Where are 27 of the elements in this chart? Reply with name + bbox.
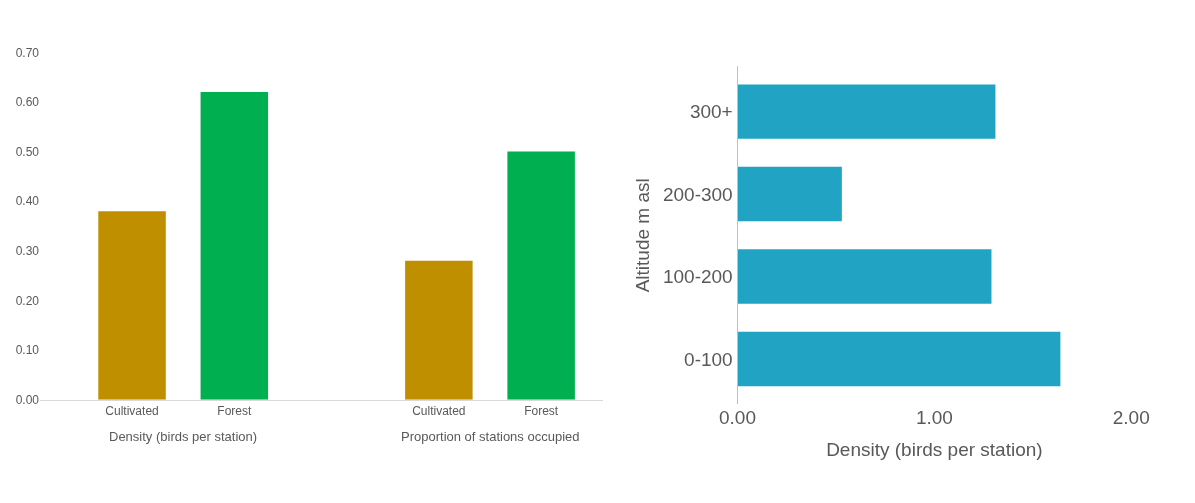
y-tick-label: 300+ (689, 101, 733, 123)
x-tick-label: 0.00 (719, 407, 756, 429)
x-tick-label: Cultivated (412, 404, 466, 419)
bar (737, 166, 842, 222)
text: Density (birds per station) (109, 429, 258, 444)
y-tick-label: 0.70 (15, 45, 40, 60)
y-tick-label: 0.30 (15, 244, 40, 259)
bar (737, 331, 1061, 387)
x-tick-label: Cultivated (105, 404, 159, 419)
x-axis-title: Density (birds per station) (826, 439, 1043, 461)
text: Proportion of stations occupied (401, 429, 580, 444)
y-axis-title: Altitude m asl (631, 178, 653, 293)
x-tick-label: Forest (524, 404, 559, 419)
y-tick-label: 100-200 (662, 266, 733, 288)
y-tick-label: 200-300 (662, 183, 733, 205)
y-tick-label: 0.50 (15, 144, 40, 159)
y-tick-label: 0.40 (15, 194, 40, 209)
y-tick-label: 0.60 (15, 95, 40, 110)
x-tick-label: 2.00 (1112, 407, 1150, 429)
y-tick-label: 0-100 (684, 348, 733, 370)
x-tick-label: 1.00 (915, 407, 953, 429)
bar (737, 84, 996, 139)
y-tick-label: 0.20 (15, 293, 40, 308)
y-tick-label: 0.10 (15, 343, 40, 358)
x-tick-label: Forest (217, 404, 252, 419)
bar (737, 249, 992, 304)
y-tick-label: 0.00 (15, 392, 40, 407)
